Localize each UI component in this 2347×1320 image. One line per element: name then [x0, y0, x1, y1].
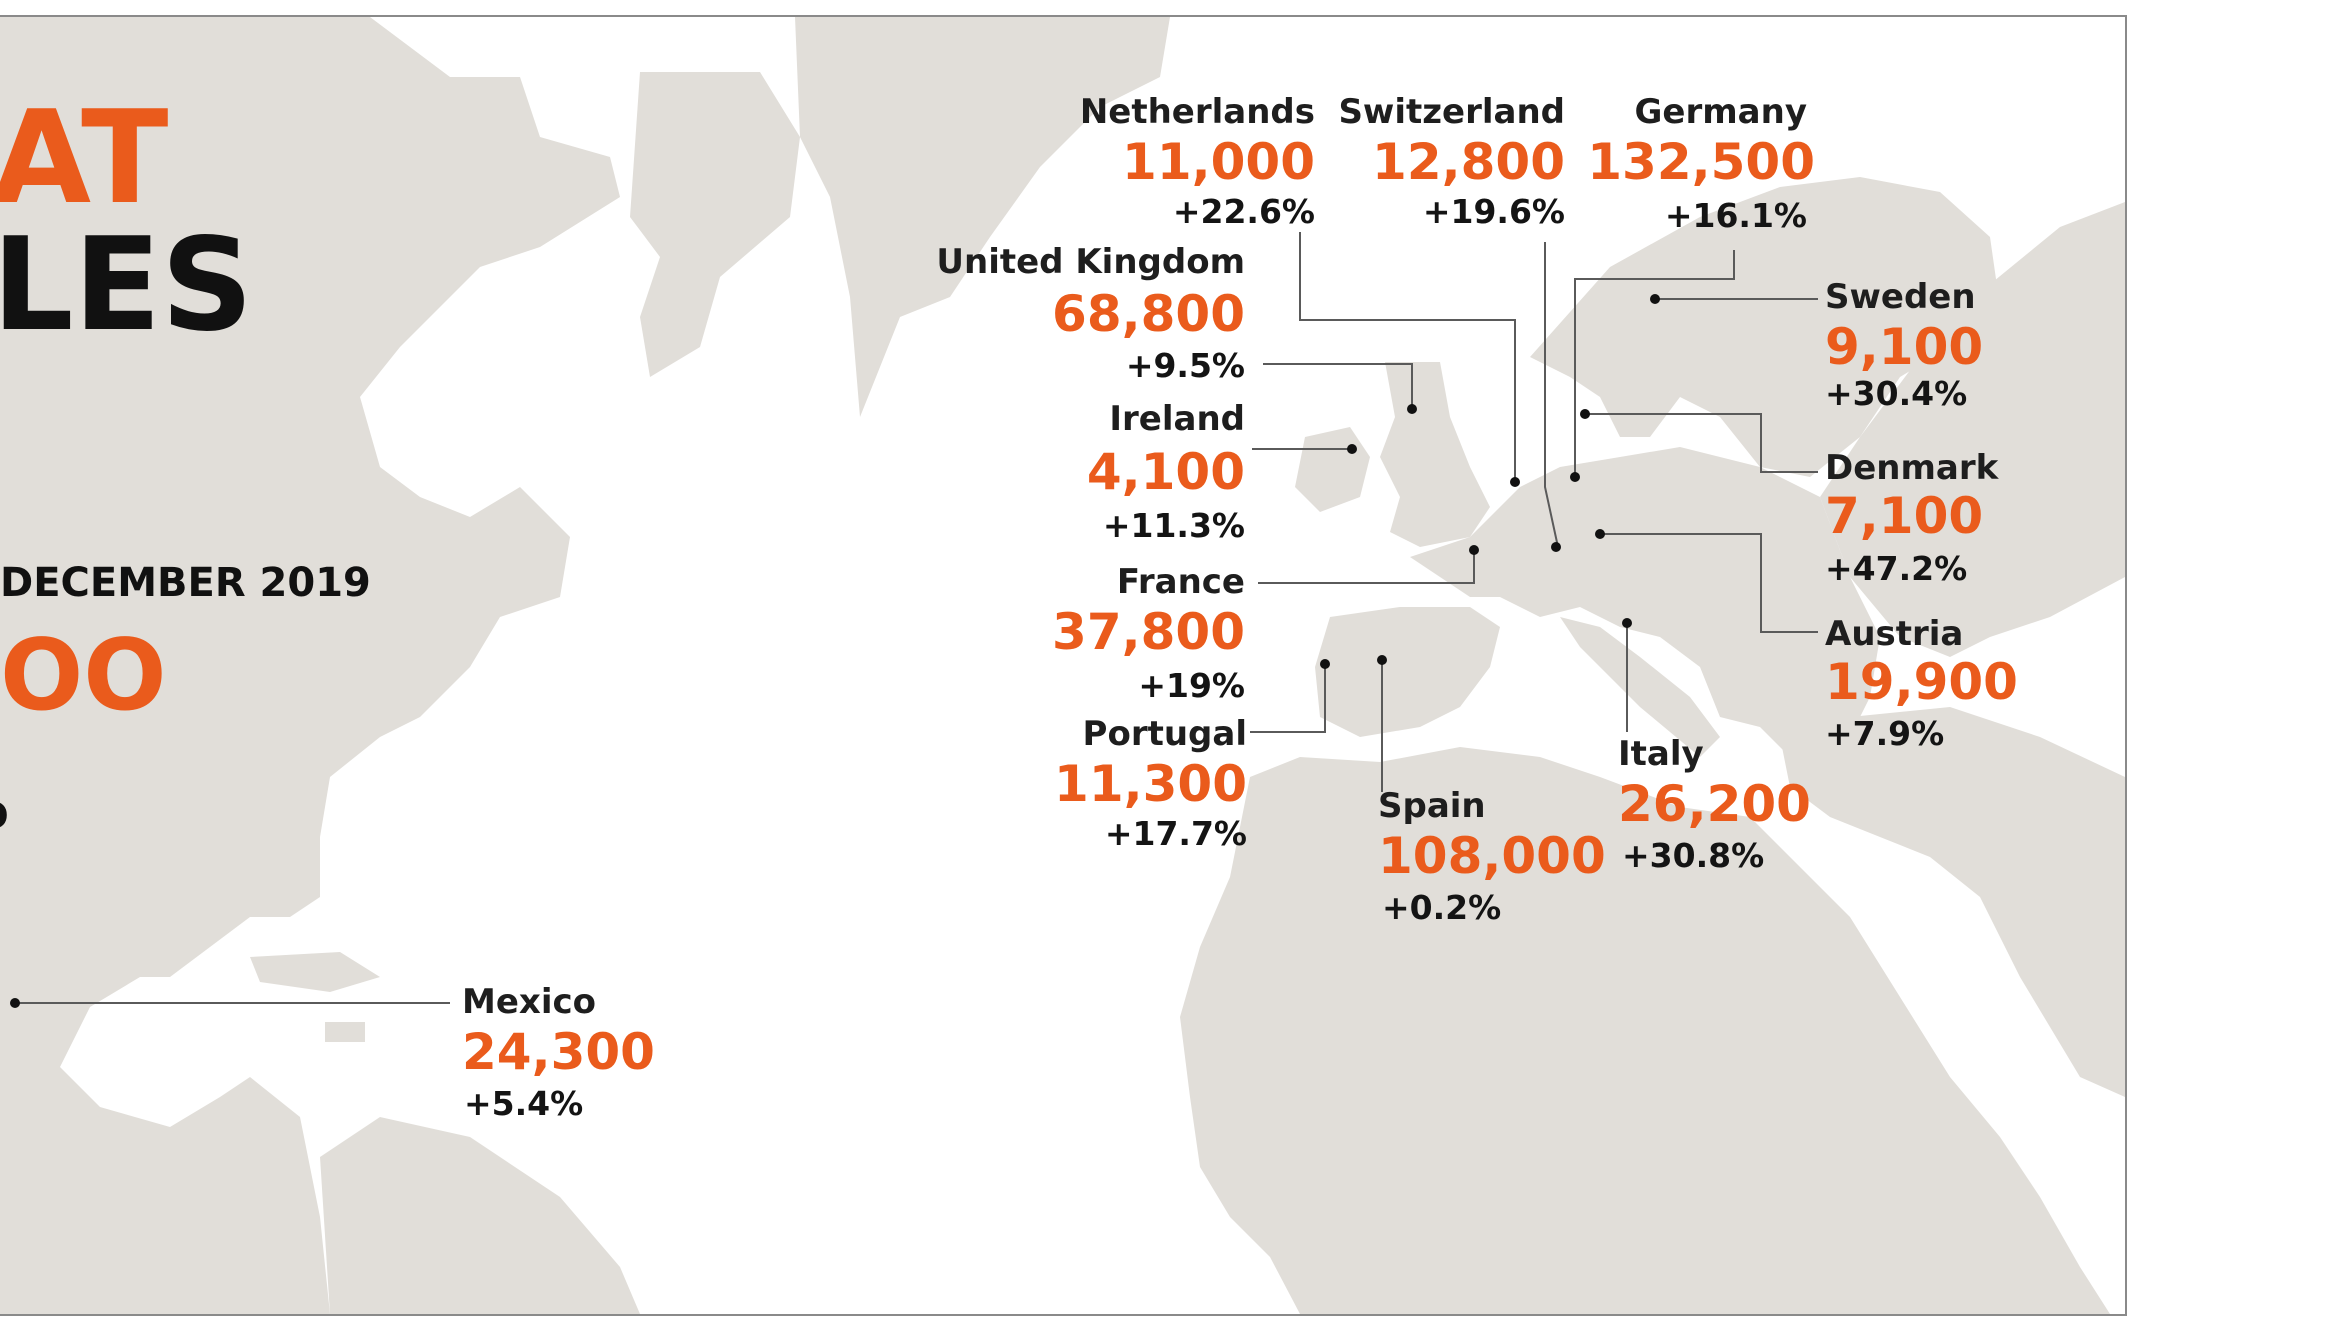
country-value-switzerland: 12,800	[1372, 133, 1565, 191]
dot-portugal	[1320, 659, 1330, 669]
europe-landmass	[1410, 447, 1880, 767]
country-name-spain: Spain	[1378, 786, 1486, 826]
leader-germany	[1574, 250, 1735, 477]
world-map	[0, 17, 2125, 1314]
country-value-sweden: 9,100	[1825, 318, 1984, 376]
iberian-peninsula-landmass	[1315, 607, 1500, 737]
south-america-landmass	[320, 1117, 640, 1314]
country-change-switzerland: +19.6%	[1422, 192, 1565, 231]
country-name-germany: Germany	[1634, 92, 1807, 132]
leader-austria	[1600, 533, 1818, 633]
dot-austria	[1595, 529, 1605, 539]
country-value-france: 37,800	[1052, 603, 1245, 661]
country-change-denmark: +47.2%	[1825, 549, 1968, 588]
country-name-sweden: Sweden	[1825, 277, 1976, 317]
location-dots	[10, 294, 1660, 1008]
country-name-mexico: Mexico	[462, 982, 596, 1022]
country-change-united-kingdom: +9.5%	[1125, 346, 1245, 385]
country-change-austria: +7.9%	[1825, 714, 1945, 753]
north-america-landmass	[0, 17, 620, 1314]
country-value-netherlands: 11,000	[1122, 133, 1315, 191]
country-value-austria: 19,900	[1825, 653, 2018, 711]
country-value-spain: 108,000	[1378, 827, 1606, 885]
country-change-sweden: +30.4%	[1825, 374, 1968, 413]
dot-sweden	[1650, 294, 1660, 304]
map-panel: AT LES DECEMBER 2019 OO O Netherlands 11…	[0, 15, 2127, 1316]
arctic-landmass	[795, 17, 1170, 417]
country-name-portugal: Portugal	[1082, 714, 1247, 754]
country-name-switzerland: Switzerland	[1338, 92, 1565, 132]
leader-uk	[1263, 363, 1413, 409]
italy-landmass	[1560, 617, 1720, 757]
leader-switzerland	[1544, 242, 1559, 548]
dot-uk	[1407, 404, 1417, 414]
dot-denmark	[1580, 409, 1590, 419]
scandinavia-landmass	[1530, 177, 2000, 477]
country-change-portugal: +17.7%	[1104, 814, 1247, 853]
country-value-denmark: 7,100	[1825, 487, 1984, 545]
country-change-france: +19%	[1138, 666, 1245, 705]
dot-france	[1469, 545, 1479, 555]
dot-italy	[1622, 618, 1632, 628]
total-change-fragment: O	[0, 799, 9, 835]
country-change-italy: +30.8%	[1622, 836, 1765, 875]
country-value-italy: 26,200	[1618, 775, 1811, 833]
country-name-france: France	[1116, 562, 1245, 602]
dot-germany	[1570, 472, 1580, 482]
country-value-portugal: 11,300	[1054, 755, 1247, 813]
dot-ireland	[1347, 444, 1357, 454]
country-name-netherlands: Netherlands	[1079, 92, 1315, 132]
ireland-landmass	[1295, 427, 1370, 512]
red-sea	[1930, 877, 2080, 1102]
country-name-united-kingdom: United Kingdom	[936, 242, 1245, 282]
country-name-austria: Austria	[1825, 614, 1964, 654]
title-line-1: AT	[0, 84, 169, 233]
dot-netherlands	[1510, 477, 1520, 487]
caribbean-island-small	[325, 1022, 365, 1042]
country-change-germany: +16.1%	[1664, 196, 1807, 235]
country-value-united-kingdom: 68,800	[1052, 285, 1245, 343]
country-name-denmark: Denmark	[1825, 448, 1999, 488]
total-value: OO	[0, 619, 167, 733]
leader-netherlands	[1299, 232, 1516, 482]
country-change-spain: +0.2%	[1382, 888, 1502, 927]
country-change-mexico: +5.4%	[464, 1084, 584, 1123]
greenland-landmass	[630, 72, 800, 377]
leader-denmark	[1585, 413, 1818, 473]
country-name-italy: Italy	[1618, 734, 1704, 774]
country-change-netherlands: +22.6%	[1172, 192, 1315, 231]
russia-landmass	[1820, 202, 2125, 657]
leader-france	[1258, 550, 1475, 584]
africa-landmass	[1180, 747, 2110, 1314]
country-name-ireland: Ireland	[1109, 399, 1245, 439]
dot-switzerland	[1551, 542, 1561, 552]
dot-spain	[1377, 655, 1387, 665]
country-value-ireland: 4,100	[1086, 443, 1245, 501]
great-britain-landmass	[1380, 362, 1490, 547]
caribbean-island	[250, 952, 380, 992]
dot-mexico	[10, 998, 20, 1008]
title-line-2: LES	[0, 211, 254, 360]
country-value-germany: 132,500	[1587, 133, 1815, 191]
country-change-ireland: +11.3%	[1102, 506, 1245, 545]
country-value-mexico: 24,300	[462, 1023, 655, 1081]
middle-east-landmass	[1780, 707, 2125, 1097]
leader-ireland	[1252, 448, 1353, 450]
leader-portugal	[1250, 664, 1326, 733]
period-label: DECEMBER 2019	[0, 560, 371, 606]
leader-lines	[15, 232, 1818, 1004]
